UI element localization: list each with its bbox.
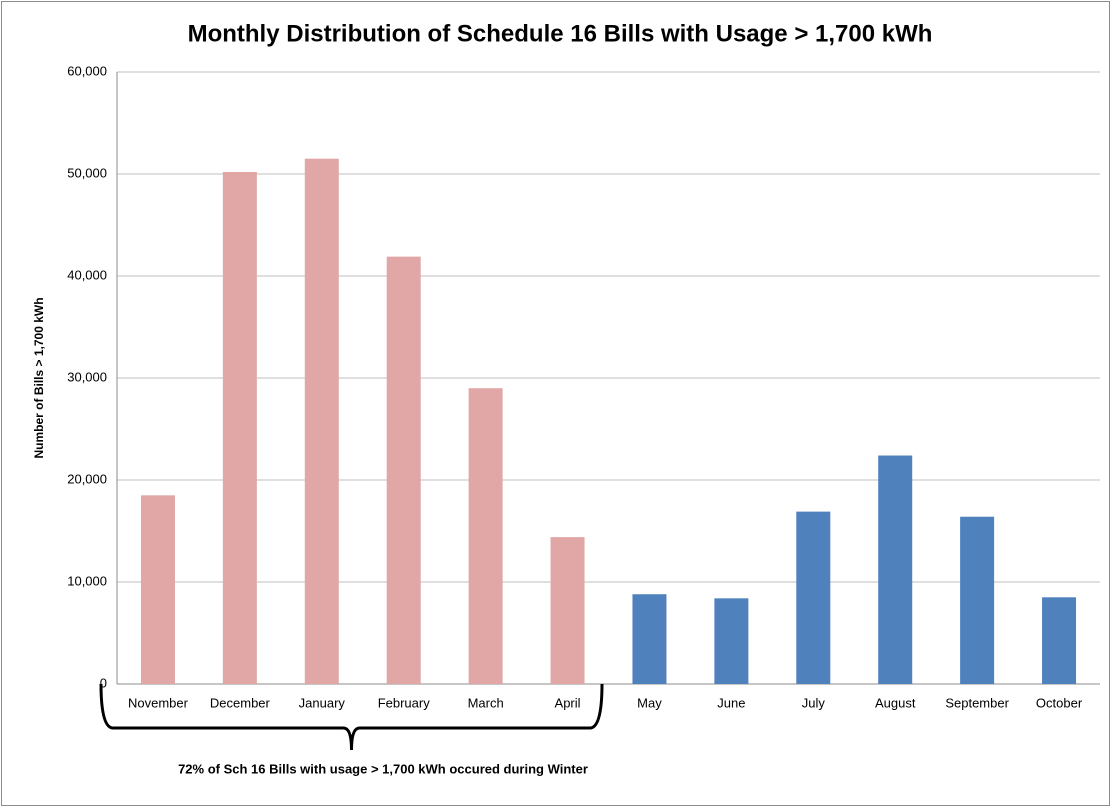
bar [304, 158, 339, 684]
bar [386, 256, 421, 684]
x-tick-label: November [128, 695, 189, 710]
bar [550, 537, 585, 684]
y-tick-label: 0 [100, 675, 107, 690]
x-tick-label: June [717, 695, 745, 710]
x-tick-label: March [468, 695, 504, 710]
bar [796, 511, 831, 684]
x-tick-label: April [555, 695, 581, 710]
x-tick-label: October [1036, 695, 1083, 710]
chart-title: Monthly Distribution of Schedule 16 Bill… [188, 20, 933, 47]
x-tick-label: September [945, 695, 1009, 710]
bar [632, 594, 667, 684]
bar [140, 495, 175, 684]
y-tick-label: 30,000 [67, 369, 107, 384]
y-axis-label: Number of Bills > 1,700 kWh [32, 297, 46, 458]
bar [714, 598, 749, 684]
y-tick-label: 40,000 [67, 267, 107, 282]
brace [99, 683, 604, 751]
x-tick-label: May [637, 695, 662, 710]
y-tick-label: 60,000 [67, 63, 107, 78]
y-tick-label: 10,000 [67, 573, 107, 588]
x-tick-label: February [378, 695, 431, 710]
bar [1042, 597, 1077, 684]
y-tick-label: 50,000 [67, 165, 107, 180]
bar [468, 388, 503, 684]
bar [960, 516, 995, 684]
x-tick-label: July [802, 695, 826, 710]
bar [222, 171, 257, 684]
bar [878, 455, 913, 684]
annotation: 72% of Sch 16 Bills with usage > 1,700 k… [178, 761, 588, 776]
x-tick-label: January [299, 695, 346, 710]
x-tick-label: August [875, 695, 916, 710]
x-tick-label: December [210, 695, 271, 710]
y-tick-label: 20,000 [67, 471, 107, 486]
